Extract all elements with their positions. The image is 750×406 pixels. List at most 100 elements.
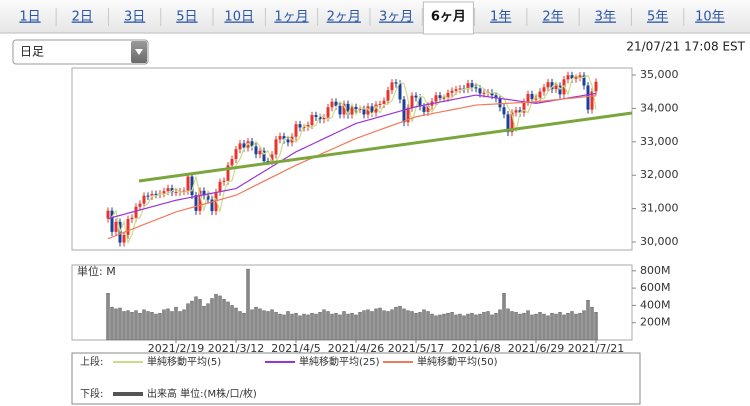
tab[interactable]: 6ヶ月 [431, 10, 466, 25]
candle-body [362, 108, 366, 115]
tab[interactable]: 10年 [695, 10, 725, 25]
volume-bar [318, 312, 322, 341]
candle-body [538, 91, 542, 99]
volume-bar [586, 300, 590, 341]
legend: 単純移動平均(5) 単純移動平均(25) 単純移動平均(50) 出来高 単位:(M株/… [113, 355, 498, 400]
candle-body [114, 221, 118, 232]
volume-bar [138, 312, 142, 341]
volume-bar [274, 312, 278, 341]
volume-bar [110, 306, 114, 341]
volume-bar [518, 313, 522, 341]
candle-body [110, 210, 114, 232]
candle-body [254, 146, 258, 155]
candle-body [534, 98, 538, 100]
volume-bar [574, 313, 578, 341]
volume-bar [270, 309, 274, 341]
candle-body [338, 105, 342, 115]
y-tick-label: 30,000 [640, 235, 679, 248]
candle-body [382, 100, 386, 104]
candle-body [406, 107, 410, 123]
volume-bar [158, 312, 162, 341]
x-tick-label: 2021/7/21 [568, 342, 624, 355]
y-tick-label: 34,000 [640, 101, 679, 114]
candle-body [358, 108, 362, 110]
candle-body [122, 234, 126, 243]
candle-body [530, 93, 534, 99]
volume-bar [446, 312, 450, 341]
legend-label: 単純移動平均(5) [147, 355, 221, 368]
volume-bar [542, 313, 546, 341]
candle-body [566, 75, 570, 80]
volume-bar [426, 311, 430, 341]
volume-bar [218, 295, 222, 341]
candle-body [470, 83, 474, 88]
x-tick-label: 2021/4/26 [328, 342, 384, 355]
volume-bar [434, 315, 438, 341]
volume-bar [214, 293, 218, 341]
tab[interactable]: 5日 [176, 10, 197, 25]
volume-bar [538, 312, 542, 341]
candle-body [490, 92, 494, 96]
volume-bar [282, 314, 286, 341]
dropdown-arrow [135, 49, 143, 55]
candle-body [194, 195, 198, 211]
tab[interactable]: 5年 [647, 10, 668, 25]
volume-bar [366, 309, 370, 341]
candle-body [170, 188, 174, 193]
tab[interactable]: 2年 [542, 10, 563, 25]
volume-bar [182, 309, 186, 341]
volume-bar [458, 313, 462, 341]
volume-bar [250, 309, 254, 341]
tab[interactable]: 2日 [72, 10, 93, 25]
active-tab-box [422, 1, 474, 35]
x-tick-label: 2021/6/29 [508, 342, 564, 355]
candle-body [218, 181, 222, 193]
dropdown[interactable] [12, 39, 149, 65]
volume-bar [322, 309, 326, 341]
volume-bar [222, 299, 226, 341]
volume-bar [466, 313, 470, 341]
volume-bar [506, 308, 510, 341]
candle-body [266, 161, 270, 163]
volume-bar [202, 306, 206, 341]
legend-label: 出来高 単位:(M株/口/枚) [147, 387, 257, 400]
tab[interactable]: 3年 [595, 10, 616, 25]
candle-body [326, 107, 330, 118]
tab[interactable]: 1年 [490, 10, 511, 25]
volume-bar [262, 310, 266, 341]
volume-bar [382, 310, 386, 341]
tab[interactable]: 10日 [224, 10, 254, 25]
volume-bar [290, 313, 294, 341]
volume-bar [470, 312, 474, 341]
candle-body [182, 190, 186, 192]
candle-body [262, 150, 266, 162]
tab[interactable]: 3日 [124, 10, 145, 25]
candle-body [510, 112, 514, 133]
y-tick-label: 32,000 [640, 168, 679, 181]
volume-bar [370, 311, 374, 341]
volume-bar [498, 309, 502, 341]
candle-body [310, 115, 314, 126]
volume-bar [410, 311, 414, 341]
candle-body [390, 82, 394, 91]
y-tick-label: 200M [640, 316, 671, 329]
candle-body [350, 106, 354, 115]
candle-body [162, 191, 166, 194]
tab[interactable]: 3ヶ月 [379, 10, 413, 25]
volume-bar [254, 306, 258, 341]
tab[interactable]: 1ヶ月 [274, 10, 308, 25]
candle-body [314, 115, 318, 117]
candle-body [422, 106, 426, 112]
candle-body [346, 103, 350, 115]
candle-body [574, 77, 578, 79]
tab[interactable]: 2ヶ月 [327, 10, 361, 25]
volume-bar [314, 313, 318, 341]
candle-body [298, 124, 302, 128]
candle-body [474, 87, 478, 89]
price-panel [71, 67, 633, 251]
dropdown-label: 日足 [20, 45, 44, 59]
tab[interactable]: 1日 [19, 10, 40, 25]
candle-body [150, 193, 154, 197]
volume-bar [374, 308, 378, 341]
